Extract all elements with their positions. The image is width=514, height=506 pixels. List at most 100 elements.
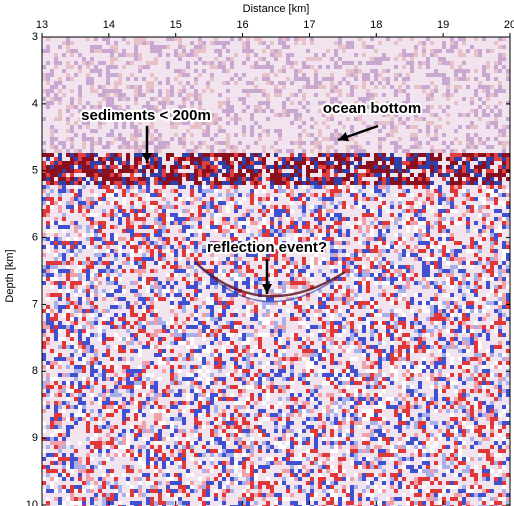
image-cell [134, 349, 138, 353]
image-cell [298, 101, 302, 105]
image-cell [246, 169, 250, 173]
image-cell [154, 317, 158, 321]
image-cell [126, 241, 130, 245]
image-cell [498, 109, 502, 113]
image-cell [314, 185, 318, 189]
image-cell [58, 365, 62, 369]
image-cell [106, 213, 110, 217]
image-cell [462, 349, 466, 353]
image-cell [62, 253, 66, 257]
image-cell [194, 249, 198, 253]
image-cell [426, 333, 430, 337]
image-cell [362, 53, 366, 57]
image-cell [90, 225, 94, 229]
image-cell [506, 153, 510, 157]
image-cell [86, 169, 90, 173]
image-cell [198, 229, 202, 233]
image-cell [74, 105, 78, 109]
image-cell [318, 153, 322, 157]
image-cell [70, 257, 74, 261]
image-cell [394, 285, 398, 289]
image-cell [186, 65, 190, 69]
image-cell [286, 45, 290, 49]
image-cell [174, 313, 178, 317]
image-cell [422, 273, 426, 277]
image-cell [246, 57, 250, 61]
image-cell [454, 333, 458, 337]
image-cell [46, 77, 50, 81]
image-cell [434, 313, 438, 317]
image-cell [94, 333, 98, 337]
image-cell [134, 337, 138, 341]
image-cell [278, 213, 282, 217]
image-cell [154, 173, 158, 177]
image-cell [438, 153, 442, 157]
image-cell [438, 333, 442, 337]
image-cell [126, 61, 130, 65]
image-cell [50, 125, 54, 129]
image-cell [170, 181, 174, 185]
image-cell [494, 273, 498, 277]
image-cell [154, 181, 158, 185]
image-cell [462, 245, 466, 249]
image-cell [70, 353, 74, 357]
image-cell [494, 329, 498, 333]
image-cell [398, 349, 402, 353]
image-cell [90, 149, 94, 153]
image-cell [294, 165, 298, 169]
image-cell [274, 353, 278, 357]
image-cell [338, 225, 342, 229]
image-cell [134, 313, 138, 317]
image-cell [390, 177, 394, 181]
image-cell [374, 273, 378, 277]
image-cell [342, 297, 346, 301]
image-cell [226, 293, 230, 297]
image-cell [418, 329, 422, 333]
image-cell [422, 309, 426, 313]
image-cell [106, 241, 110, 245]
image-cell [194, 197, 198, 201]
image-cell [450, 177, 454, 181]
image-cell [110, 193, 114, 197]
image-cell [462, 165, 466, 169]
image-cell [274, 177, 278, 181]
image-cell [294, 261, 298, 265]
image-cell [170, 189, 174, 193]
image-cell [162, 257, 166, 261]
image-cell [442, 209, 446, 213]
image-cell [46, 197, 50, 201]
image-cell [310, 277, 314, 281]
image-cell [358, 181, 362, 185]
image-cell [258, 109, 262, 113]
image-cell [162, 97, 166, 101]
image-cell [134, 93, 138, 97]
image-cell [114, 281, 118, 285]
image-cell [102, 85, 106, 89]
image-cell [254, 89, 258, 93]
image-cell [118, 357, 122, 361]
image-cell [130, 281, 134, 285]
image-cell [138, 305, 142, 309]
image-cell [414, 229, 418, 233]
image-cell [62, 141, 66, 145]
image-cell [386, 353, 390, 357]
image-cell [182, 145, 186, 149]
image-cell [278, 93, 282, 97]
image-cell [342, 277, 346, 281]
image-cell [226, 101, 230, 105]
image-cell [482, 73, 486, 77]
image-cell [150, 205, 154, 209]
image-cell [218, 129, 222, 133]
image-cell [358, 285, 362, 289]
image-cell [258, 229, 262, 233]
image-cell [254, 105, 258, 109]
image-cell [334, 193, 338, 197]
image-cell [498, 285, 502, 289]
image-cell [394, 181, 398, 185]
image-cell [102, 209, 106, 213]
image-cell [206, 345, 210, 349]
image-cell [354, 165, 358, 169]
image-cell [378, 237, 382, 241]
image-cell [234, 269, 238, 273]
image-cell [390, 157, 394, 161]
